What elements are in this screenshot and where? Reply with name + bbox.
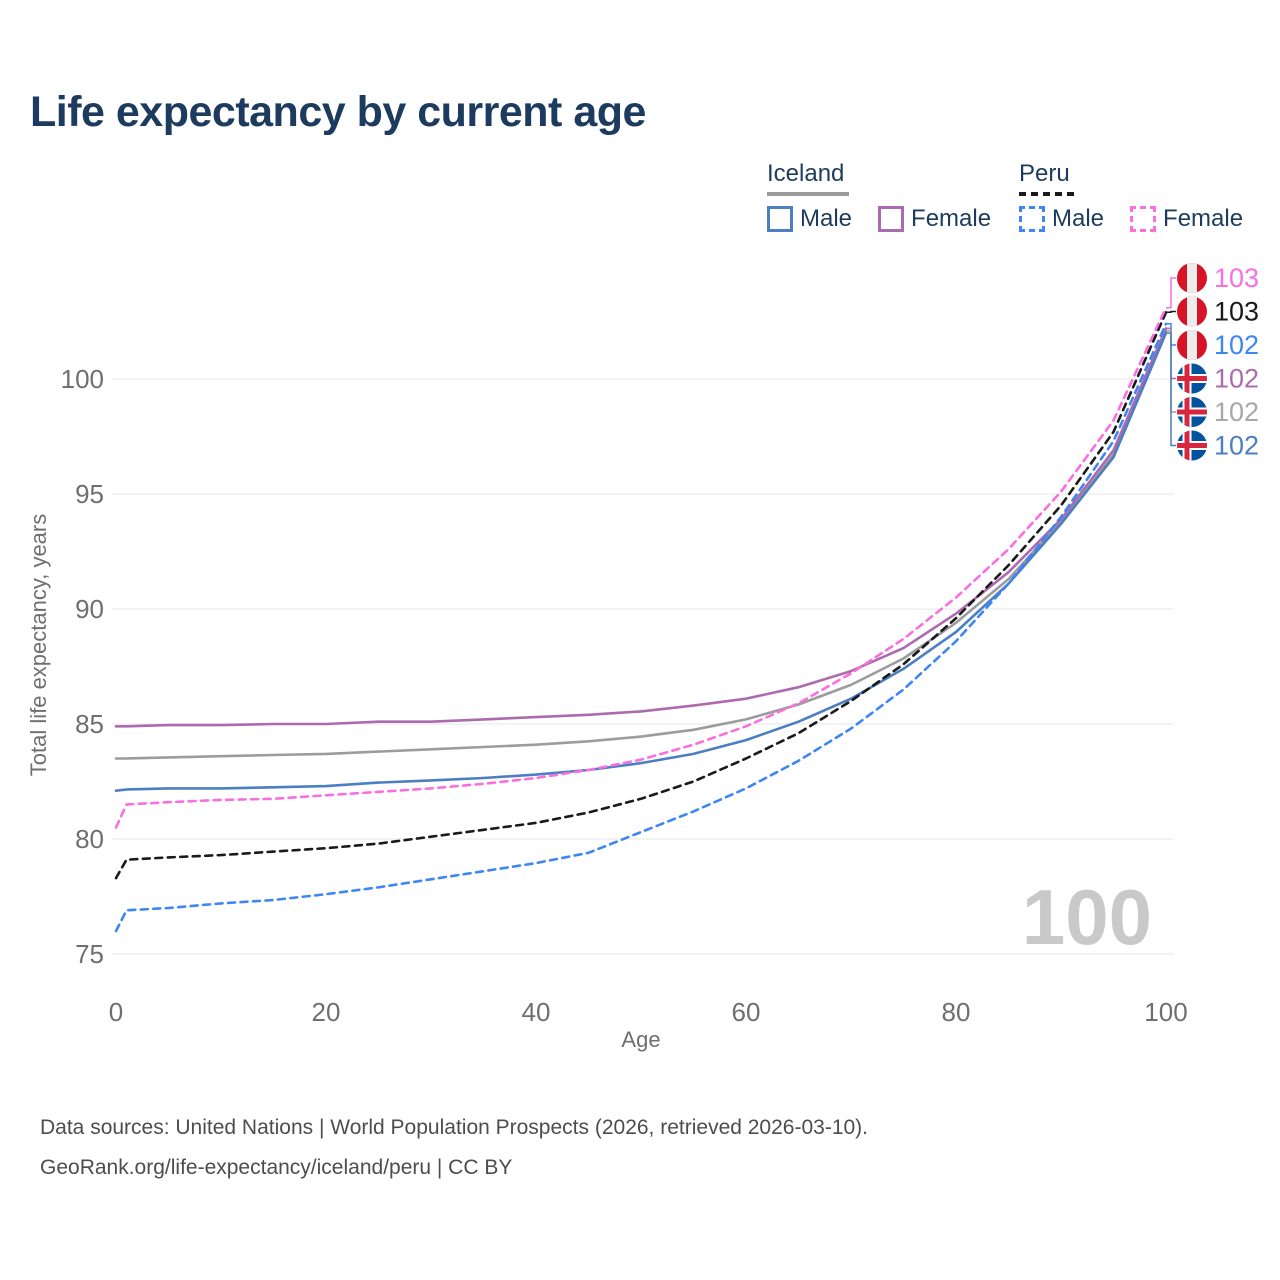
peru-flag-icon [1177, 296, 1207, 327]
peru-female-swatch-icon [1130, 206, 1157, 232]
legend-country-iceland[interactable]: Iceland [767, 160, 991, 196]
end-value-label: 102 [1214, 397, 1259, 427]
end-value-label: 103 [1214, 297, 1259, 327]
end-value-label: 102 [1214, 364, 1259, 394]
y-tick-label: 95 [75, 479, 104, 509]
legend-item-peru-male[interactable]: Male [1019, 205, 1104, 233]
series-line-peru[interactable] [114, 310, 1168, 880]
peru-line-style-swatch [1019, 192, 1076, 196]
legend-item-label: Female [1163, 205, 1244, 232]
peru-flag-icon [1177, 330, 1207, 360]
legend-group-iceland: Iceland Male Female [767, 160, 991, 233]
age-watermark: 100 [1022, 873, 1152, 961]
end-value-label: 103 [1214, 263, 1259, 293]
series-line-iceland-male[interactable] [114, 331, 1168, 793]
y-tick-label: 80 [75, 824, 104, 854]
y-tick-label: 75 [75, 939, 104, 969]
peru-flag-icon [1177, 263, 1207, 293]
legend-item-iceland-male[interactable]: Male [767, 205, 852, 233]
x-tick-label: 20 [312, 997, 341, 1027]
page-title: Life expectancy by current age [30, 88, 646, 136]
legend-items-peru: Male Female [1019, 205, 1243, 233]
iceland-line-style-swatch [767, 192, 849, 196]
y-axis-title: Total life expectancy, years [26, 514, 51, 777]
legend-item-label: Male [1052, 205, 1105, 232]
end-label-connector [1166, 332, 1176, 447]
legend-item-label: Male [800, 205, 853, 232]
x-tick-label: 0 [109, 997, 123, 1027]
footer-attribution: GeoRank.org/life-expectancy/iceland/peru… [40, 1156, 513, 1179]
x-tick-label: 80 [942, 997, 971, 1027]
series-line-peru-female[interactable] [114, 306, 1168, 829]
x-tick-label: 40 [522, 997, 551, 1027]
chart-legend: Iceland Male Female Peru [0, 160, 1280, 240]
iceland-flag-icon [1177, 430, 1207, 461]
iceland-female-swatch-icon [878, 206, 905, 232]
y-tick-label: 100 [61, 364, 104, 394]
end-label-connector [1166, 310, 1176, 314]
series-line-peru-male[interactable] [114, 322, 1168, 933]
end-value-label: 102 [1214, 431, 1259, 461]
legend-item-label: Female [911, 205, 992, 232]
end-value-label: 102 [1214, 330, 1259, 360]
legend-country-peru[interactable]: Peru [1019, 160, 1243, 196]
x-tick-label: 60 [732, 997, 761, 1027]
x-tick-label: 100 [1144, 997, 1187, 1027]
iceland-flag-icon [1177, 363, 1207, 394]
legend-group-peru: Peru Male Female [1019, 160, 1243, 233]
legend-country-label-peru: Peru [1019, 160, 1070, 187]
legend-item-peru-female[interactable]: Female [1130, 205, 1243, 233]
end-label-connector [1166, 277, 1176, 309]
series-line-iceland[interactable] [114, 329, 1168, 760]
y-tick-label: 85 [75, 709, 104, 739]
legend-country-label-iceland: Iceland [767, 160, 845, 187]
series-line-iceland-female[interactable] [114, 327, 1168, 728]
legend-items-iceland: Male Female [767, 205, 991, 233]
x-axis-title: Age [621, 1027, 660, 1052]
legend-item-iceland-female[interactable]: Female [878, 205, 991, 233]
peru-male-swatch-icon [1019, 206, 1045, 232]
footer-data-sources: Data sources: United Nations | World Pop… [40, 1116, 869, 1139]
footer: Data sources: United Nations | World Pop… [40, 1108, 868, 1188]
iceland-flag-icon [1177, 397, 1207, 427]
iceland-male-swatch-icon [767, 206, 793, 232]
y-tick-label: 90 [75, 594, 104, 624]
